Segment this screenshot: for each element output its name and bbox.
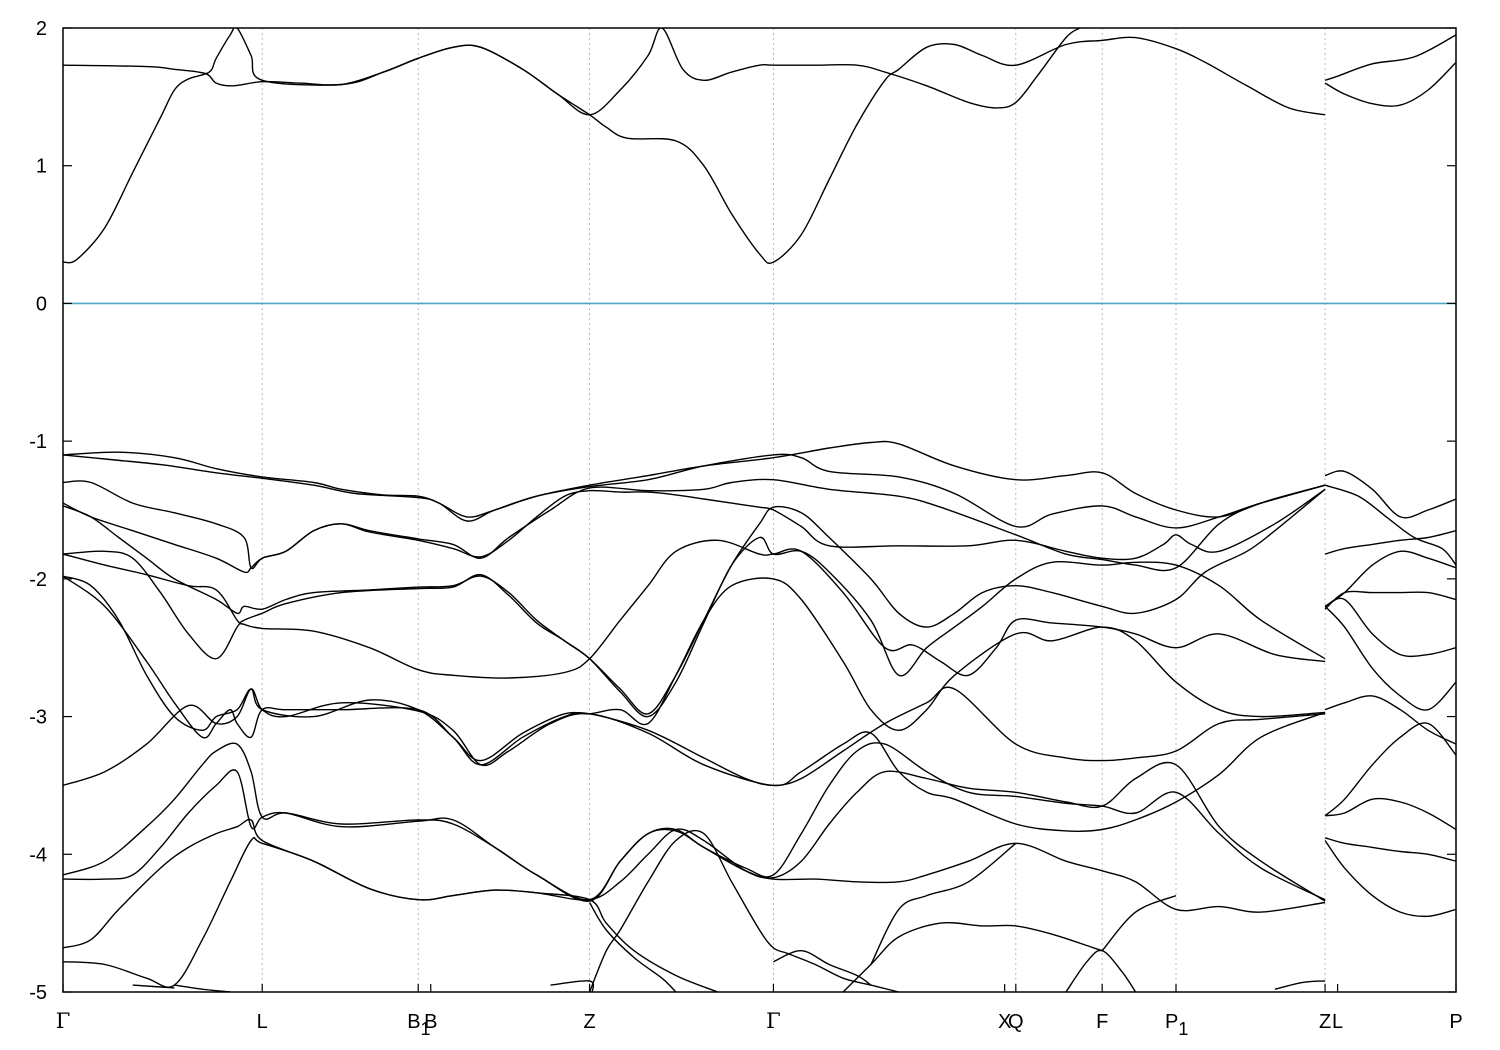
band-6 xyxy=(63,478,1326,572)
band-21 xyxy=(588,902,677,992)
x-tick-label-1: L xyxy=(257,1011,268,1033)
y-tick-label-0: 2 xyxy=(36,18,47,40)
plot-frame xyxy=(62,27,1457,993)
band-39 xyxy=(1324,840,1456,918)
x-tick-label-7: Q xyxy=(1008,1011,1024,1033)
band-37 xyxy=(1325,797,1456,831)
band-28 xyxy=(1274,980,1326,990)
y-tick-label-2: 0 xyxy=(36,293,47,315)
x-tick-label-6: X xyxy=(998,1011,1011,1033)
band-3 xyxy=(1324,61,1456,107)
band-24 xyxy=(842,921,1103,992)
band-4 xyxy=(63,440,1326,518)
x-tick-label-0: Γ xyxy=(56,1009,71,1033)
band-36 xyxy=(1324,722,1456,817)
band-33 xyxy=(1324,597,1456,658)
band-34 xyxy=(1324,605,1456,711)
y-tick-label-4: -2 xyxy=(29,569,47,591)
x-tick-label-5: Γ xyxy=(766,1009,781,1033)
y-tick-label-5: -3 xyxy=(29,707,47,729)
band-38 xyxy=(1324,837,1456,862)
band-22 xyxy=(588,829,899,992)
band-1 xyxy=(63,28,1081,264)
band-10 xyxy=(63,539,1326,679)
band-7 xyxy=(63,488,1326,574)
x-tick-label-4: Z xyxy=(583,1011,595,1033)
x-tick-label-3: B xyxy=(424,1011,437,1033)
x-tick-label-8: F xyxy=(1096,1011,1108,1033)
y-tick-label-3: -1 xyxy=(29,431,47,453)
band-0 xyxy=(63,36,1326,264)
y-tick-label-1: 1 xyxy=(36,156,47,178)
band-5 xyxy=(63,453,1326,529)
band-2 xyxy=(1324,34,1456,81)
x-tick-label-9: P1 xyxy=(1165,1011,1188,1039)
x-axis-ticks: Γ L B1B Z Γ XQ F P1 Z L P xyxy=(56,984,1463,1039)
band-27 xyxy=(1101,894,1177,952)
band-19 xyxy=(132,984,175,989)
band-40 xyxy=(1324,590,1456,610)
y-tick-label-7: -5 xyxy=(29,982,47,1004)
band-31 xyxy=(1324,484,1456,566)
x-tick-label-10: Z xyxy=(1319,1011,1331,1033)
band-9 xyxy=(63,536,1326,718)
band-13 xyxy=(63,688,1326,833)
band-29 xyxy=(1324,530,1456,555)
band-8 xyxy=(63,488,1326,715)
band-15 xyxy=(63,761,1326,902)
x-tick-label-11: L xyxy=(1332,1011,1343,1033)
band-20 xyxy=(550,980,595,992)
band-25 xyxy=(870,842,1017,965)
x-tick-label-2: B1 xyxy=(407,1011,430,1039)
band-30 xyxy=(1324,470,1456,519)
y-tick-label-6: -4 xyxy=(29,844,47,866)
band-35 xyxy=(1324,695,1456,745)
band-23 xyxy=(773,949,872,986)
band-curves xyxy=(63,28,1456,992)
band-12 xyxy=(63,575,1326,762)
band-16 xyxy=(63,818,1326,949)
x-tick-label-12: P xyxy=(1449,1011,1462,1033)
y-axis-ticks: 2 1 0 -1 -2 -3 -4 -5 xyxy=(29,18,1456,1004)
